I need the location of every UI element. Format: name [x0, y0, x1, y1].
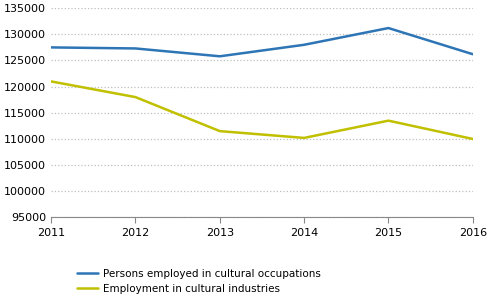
Employment in cultural industries [133, 95, 138, 99]
Employment in cultural industries [301, 136, 307, 140]
Persons employed in cultural occupations [385, 26, 391, 30]
Employment in cultural industries [385, 119, 391, 123]
Persons employed in cultural occupations [48, 46, 54, 49]
Legend: Persons employed in cultural occupations, Employment in cultural industries: Persons employed in cultural occupations… [78, 269, 321, 294]
Line: Persons employed in cultural occupations: Persons employed in cultural occupations [51, 28, 473, 56]
Persons employed in cultural occupations [133, 47, 138, 50]
Persons employed in cultural occupations [301, 43, 307, 47]
Line: Employment in cultural industries: Employment in cultural industries [51, 82, 473, 139]
Employment in cultural industries [48, 80, 54, 83]
Persons employed in cultural occupations [470, 52, 476, 56]
Employment in cultural industries [217, 129, 223, 133]
Employment in cultural industries [470, 137, 476, 141]
Persons employed in cultural occupations [217, 54, 223, 58]
